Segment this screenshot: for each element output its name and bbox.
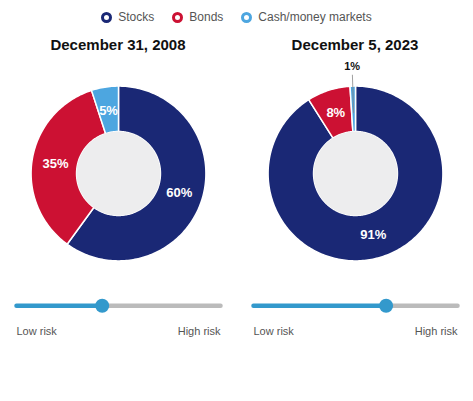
svg-text:1%: 1% — [344, 60, 360, 72]
svg-text:60%: 60% — [166, 185, 192, 200]
svg-text:8%: 8% — [326, 105, 345, 120]
svg-text:5%: 5% — [99, 103, 118, 118]
html-text:Bonds: Bonds — [189, 10, 224, 24]
svg-text:High risk: High risk — [415, 325, 458, 337]
html-text:Stocks: Stocks — [118, 10, 155, 24]
html-text:December 5, 2023: December 5, 2023 — [291, 36, 419, 53]
svg-text:Low risk: Low risk — [17, 325, 58, 337]
html-text:Cash/money markets: Cash/money markets — [258, 10, 372, 24]
svg-text:Low risk: Low risk — [254, 325, 295, 337]
svg-text:35%: 35% — [42, 156, 68, 171]
svg-text:91%: 91% — [360, 227, 386, 242]
html-text:December 31, 2008: December 31, 2008 — [50, 36, 186, 53]
svg-text:High risk: High risk — [178, 325, 221, 337]
